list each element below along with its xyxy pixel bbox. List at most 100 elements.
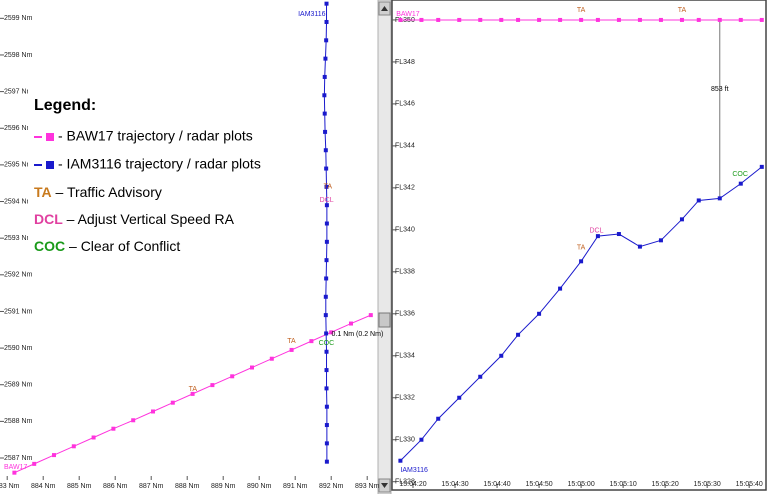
annotation: TA xyxy=(577,245,586,252)
radar-plot xyxy=(289,347,294,352)
annotation: 0.1 Nm (0.2 Nm) xyxy=(332,331,384,338)
annotation: BAW17 xyxy=(396,11,420,18)
radar-plot xyxy=(368,313,373,318)
radar-plot xyxy=(323,148,328,153)
radar-plot xyxy=(52,453,56,458)
x-tick-label: 886 Nm xyxy=(103,483,128,490)
y-tick-label: 2593 Nm xyxy=(4,235,33,242)
radar-plot xyxy=(324,459,329,464)
radar-plot xyxy=(516,332,521,337)
chart: 2587 Nm 2588 Nm 2589 Nm 2590 Nm 2591 Nm 2592 … xyxy=(0,1,384,490)
radar-plot xyxy=(324,441,329,446)
radar-plot xyxy=(151,409,155,414)
y-tick-label: 2589 Nm xyxy=(4,382,33,389)
legend-key: DCL xyxy=(34,211,63,227)
annotation: COC xyxy=(319,340,335,347)
radar-plot xyxy=(616,17,621,22)
y-tick-label: 2596 Nm xyxy=(4,125,33,132)
scrollbar[interactable] xyxy=(377,0,392,494)
radar-plot xyxy=(419,17,424,22)
series-line xyxy=(323,3,328,462)
annotation: TA xyxy=(324,184,333,191)
plot-frame xyxy=(391,0,767,491)
legend-square xyxy=(46,133,54,141)
x-tick-label: 15:04:20 xyxy=(399,481,426,488)
x-tick-label: 884 Nm xyxy=(31,483,56,490)
legend-label: COC – Clear of Conflict xyxy=(34,238,180,254)
radar-plot xyxy=(457,17,462,22)
y-tick-label: FL328 xyxy=(395,479,415,486)
radar-plot xyxy=(717,196,722,201)
arrow-icon xyxy=(381,483,388,488)
x-tick-label: 15:04:30 xyxy=(441,481,468,488)
radar-plot xyxy=(616,232,621,237)
radar-plot xyxy=(131,418,136,423)
radar-plot xyxy=(324,276,329,281)
radar-plot xyxy=(738,17,743,22)
legend-text: – Clear of Conflict xyxy=(65,238,180,254)
y-tick-label: FL346 xyxy=(395,101,415,108)
radar-plot xyxy=(324,404,329,409)
x-tick-label: 883 Nm xyxy=(0,483,20,490)
radar-plot xyxy=(210,383,215,388)
chart: FL328 FL330 FL332 FL334 FL336 FL338 FL340 FL342… xyxy=(392,7,764,488)
legend-title: Legend: xyxy=(34,97,96,114)
radar-plot xyxy=(595,234,600,239)
radar-plot xyxy=(324,258,329,263)
radar-plot xyxy=(579,17,584,22)
y-tick-label: 2590 Nm xyxy=(4,345,33,352)
x-tick-label: 889 Nm xyxy=(211,483,236,490)
x-tick-label: 893 Nm xyxy=(355,483,380,490)
radar-plot xyxy=(324,166,329,171)
y-tick-label: 2597 Nm xyxy=(4,88,33,95)
annotation: TA xyxy=(678,7,687,14)
scroll-thumb[interactable] xyxy=(378,312,391,328)
radar-plot xyxy=(349,321,353,326)
radar-plot xyxy=(324,203,329,208)
y-tick-label: FL340 xyxy=(395,227,415,234)
x-tick-label: 892 Nm xyxy=(319,483,344,490)
radar-plot xyxy=(324,239,329,244)
radar-plot xyxy=(329,330,334,335)
radar-plot xyxy=(679,17,684,22)
radar-plot xyxy=(738,181,743,186)
radar-plot xyxy=(324,368,329,373)
radar-plot xyxy=(579,259,584,264)
y-tick-label: FL338 xyxy=(395,269,415,276)
radar-plot xyxy=(12,470,17,475)
radar-plot xyxy=(537,17,542,22)
annotation: BAW17 xyxy=(4,464,28,471)
y-tick-label: 2587 Nm xyxy=(4,455,33,462)
radar-plot xyxy=(637,17,642,22)
legend-text: – Traffic Advisory xyxy=(52,184,162,200)
annotation: COC xyxy=(732,171,748,178)
radar-plot xyxy=(324,386,329,391)
scroll-track[interactable] xyxy=(377,0,392,494)
radar-plot xyxy=(398,17,403,22)
annotation: DCL xyxy=(590,228,604,235)
annotation: TA xyxy=(287,338,296,345)
radar-plot xyxy=(71,444,76,449)
radar-plot xyxy=(323,313,328,318)
x-tick-label: 15:05:20 xyxy=(652,481,679,488)
radar-plot xyxy=(323,294,328,299)
radar-plot xyxy=(91,435,96,440)
legend-label: - IAM3116 trajectory / radar plots xyxy=(58,156,261,172)
legend-square xyxy=(46,161,54,169)
radar-plot xyxy=(419,437,424,442)
radar-plot xyxy=(457,395,462,400)
legend-label: - BAW17 trajectory / radar plots xyxy=(58,128,253,144)
separation-label: 853 ft xyxy=(711,86,729,93)
radar-plot xyxy=(637,244,642,249)
x-tick-label: 891 Nm xyxy=(283,483,308,490)
y-tick-label: 2591 Nm xyxy=(4,308,33,315)
radar-plot xyxy=(324,331,329,336)
radar-plot xyxy=(679,217,684,222)
radar-plot xyxy=(309,339,314,344)
radar-plot xyxy=(537,311,542,316)
radar-plot xyxy=(324,1,329,6)
y-tick-label: FL336 xyxy=(395,311,415,318)
y-tick-label: FL344 xyxy=(395,143,415,150)
radar-plot xyxy=(230,374,235,379)
radar-plot xyxy=(696,17,701,22)
